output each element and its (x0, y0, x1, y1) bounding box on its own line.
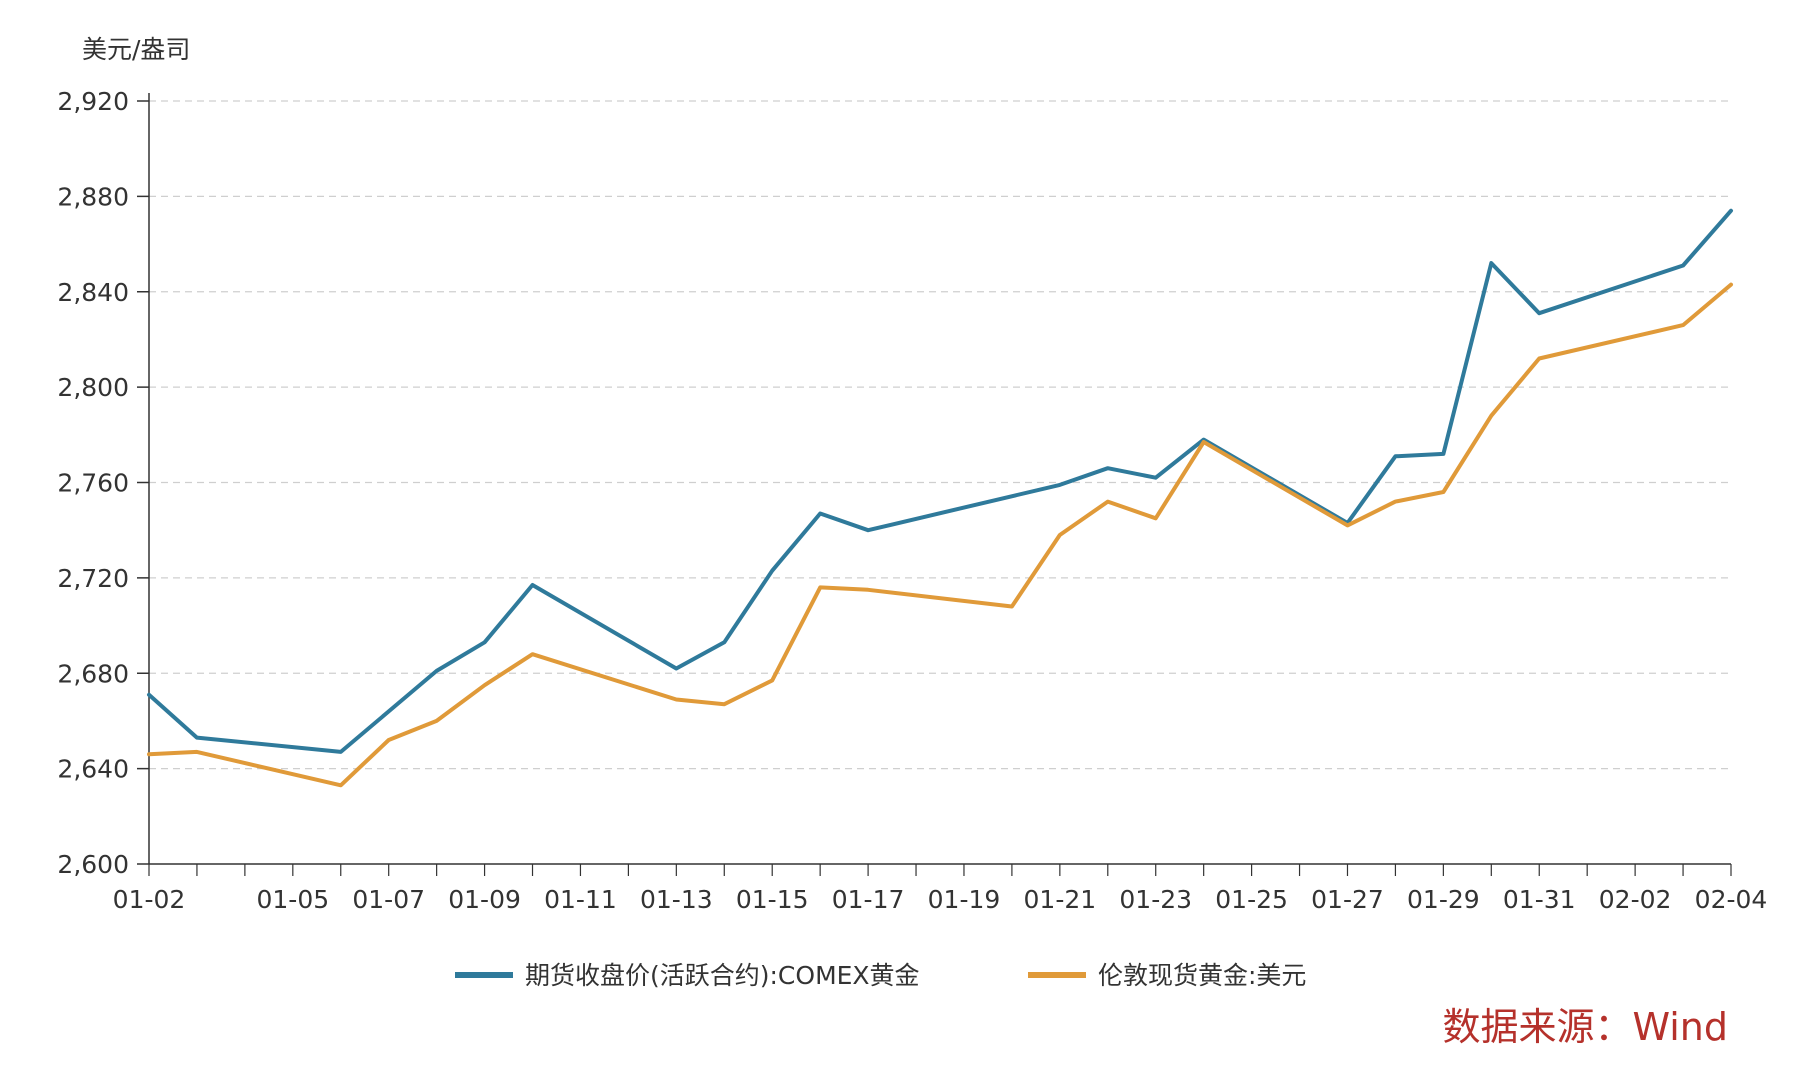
x-tick-label: 01-29 (1407, 885, 1480, 914)
x-tick-label: 01-19 (928, 885, 1001, 914)
y-tick-label: 2,800 (57, 373, 129, 402)
x-tick-label: 01-31 (1503, 885, 1576, 914)
x-tick-label: 01-17 (832, 885, 905, 914)
y-tick-label: 2,760 (57, 469, 129, 498)
series-line-2 (147, 282, 1733, 788)
x-tick-label: 01-27 (1311, 885, 1384, 914)
legend-label-2: 伦敦现货黄金:美元 (1098, 961, 1306, 990)
y-unit-label: 美元/盎司 (82, 35, 190, 64)
x-tick-label: 01-23 (1119, 885, 1192, 914)
x-tick-label: 01-21 (1024, 885, 1097, 914)
series-line-1 (147, 208, 1733, 754)
y-axis: 2,600 2,640 2,680 2,720 2,760 2,800 2,840 2,880… (57, 87, 150, 879)
y-tick-label: 2,840 (57, 278, 129, 307)
source-note: 数据来源：Wind (1442, 1005, 1728, 1049)
x-tick-label: 01-05 (256, 885, 329, 914)
legend: 期货收盘价(活跃合约):COMEX黄金 伦敦现货黄金:美元 (455, 961, 1306, 990)
x-tick-label: 01-13 (640, 885, 713, 914)
x-axis: 01-02 01-05 01-07 01-09 01-11 01-13 01-15 01-17… (113, 863, 1768, 914)
x-tick-label: 01-15 (736, 885, 809, 914)
x-tick-label: 01-02 (113, 885, 186, 914)
y-tick-label: 2,920 (57, 87, 129, 116)
y-tick-label: 2,720 (57, 564, 129, 593)
x-tick-label: 01-09 (448, 885, 521, 914)
series-lines (147, 208, 1733, 788)
x-tick-label: 02-02 (1599, 885, 1672, 914)
x-tick-label: 01-07 (352, 885, 425, 914)
y-tick-label: 2,880 (57, 182, 129, 211)
y-tick-label: 2,680 (57, 659, 129, 688)
legend-label-1: 期货收盘价(活跃合约):COMEX黄金 (525, 961, 920, 990)
x-tick-label: 02-04 (1695, 885, 1768, 914)
gridlines (149, 100, 1731, 770)
x-tick-label: 01-11 (544, 885, 617, 914)
y-tick-label: 2,600 (57, 850, 129, 879)
x-tick-label: 01-25 (1215, 885, 1288, 914)
y-tick-label: 2,640 (57, 755, 129, 784)
